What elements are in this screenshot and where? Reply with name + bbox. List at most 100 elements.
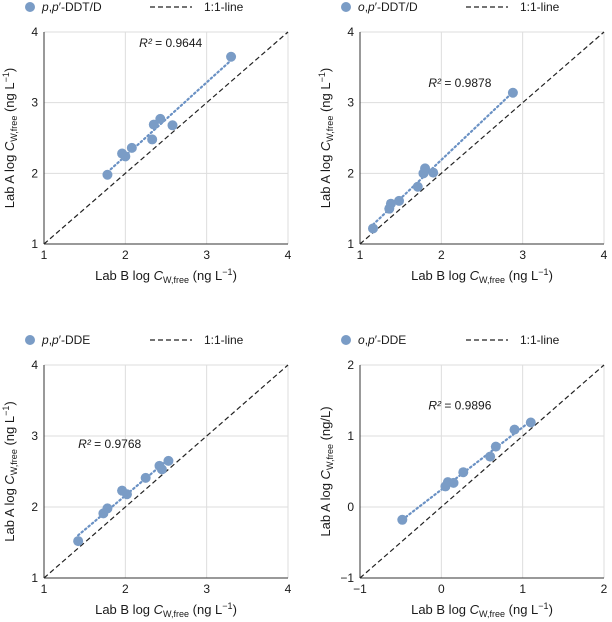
data-point <box>148 119 159 130</box>
legend-marker-icon <box>25 2 35 12</box>
legend-series-label: o,p′-DDT/D <box>358 0 418 14</box>
data-point <box>394 195 405 206</box>
r-squared-value: = 0.9878 <box>441 76 492 90</box>
y-tick-label: 4 <box>347 25 354 39</box>
r-squared-value: = 0.9768 <box>91 437 142 451</box>
r-squared-label: R² = 0.9878 <box>428 76 491 90</box>
x-tick-label: 4 <box>285 248 292 262</box>
data-point <box>420 163 431 174</box>
data-point <box>507 87 518 98</box>
legend-marker-icon <box>25 335 35 345</box>
data-point <box>428 167 439 178</box>
legend: p,p′-DDE 1:1-line <box>25 333 244 347</box>
identity-line <box>359 31 605 245</box>
x-tick-label: 4 <box>601 248 608 262</box>
legend: o,p′-DDE 1:1-line <box>341 333 560 347</box>
data-point <box>126 142 137 153</box>
x-tick-label: 3 <box>203 248 210 262</box>
data-point <box>525 417 536 428</box>
y-tick-label: 2 <box>31 166 38 180</box>
x-tick-label: 0 <box>438 582 445 596</box>
data-point <box>167 120 178 131</box>
r-squared-symbol: R² <box>428 399 442 413</box>
y-axis-title: Lab A log CW,free (ng L−1) <box>1 68 19 208</box>
x-tick-label: 1 <box>41 248 48 262</box>
x-tick-label: 1 <box>357 248 364 262</box>
legend: p,p′-DDT/D 1:1-line <box>25 0 244 14</box>
r-squared-value: = 0.9644 <box>152 36 203 50</box>
data-point <box>485 451 496 462</box>
data-point <box>385 198 396 209</box>
y-tick-label: 4 <box>31 358 38 372</box>
x-axis-title: Lab B log CW,free (ng L−1) <box>95 601 237 619</box>
x-axis-title: Lab B log CW,free (ng L−1) <box>411 267 553 285</box>
x-axis-title: Lab B log CW,free (ng L−1) <box>411 601 553 619</box>
data-point <box>120 151 131 162</box>
data-point <box>147 134 158 145</box>
legend-identity-label: 1:1-line <box>204 333 244 347</box>
legend-identity-label: 1:1-line <box>204 0 244 14</box>
y-axis-title: Lab A log CW,free (ng/L) <box>318 406 335 536</box>
data-point <box>156 464 167 475</box>
chart-panel-bottom-left: 1 2 3 4 1 2 3 4 R² = 0.9768 p,p′-DDE 1:1-line Lab B… <box>1 333 292 619</box>
y-tick-label: 2 <box>31 500 38 514</box>
data-point <box>102 169 113 180</box>
y-tick-label: 3 <box>31 96 38 110</box>
x-axis-title: Lab B log CW,free (ng L−1) <box>95 267 237 285</box>
data-point <box>448 477 459 488</box>
legend-marker-icon <box>341 335 351 345</box>
r-squared-label: R² = 0.9896 <box>428 399 491 413</box>
x-tick-label: 1 <box>41 582 48 596</box>
y-tick-label: 2 <box>347 166 354 180</box>
data-point <box>73 536 84 547</box>
legend-identity-label: 1:1-line <box>520 333 560 347</box>
r-squared-value: = 0.9896 <box>441 399 492 413</box>
y-tick-label: −1 <box>340 571 354 585</box>
data-point <box>226 51 237 62</box>
x-tick-label: 3 <box>203 582 210 596</box>
y-axis-title: Lab A log CW,free (ng L−1) <box>317 68 335 208</box>
x-tick-label: 2 <box>122 248 129 262</box>
legend-marker-icon <box>341 2 351 12</box>
x-tick-label: −1 <box>353 582 367 596</box>
r-squared-label: R² = 0.9768 <box>78 437 141 451</box>
legend-series-label: p,p′-DDE <box>41 333 90 347</box>
y-tick-label: 1 <box>347 429 354 443</box>
r-squared-symbol: R² <box>139 36 153 50</box>
x-tick-label: 2 <box>601 582 608 596</box>
x-tick-label: 4 <box>285 582 292 596</box>
r-squared-symbol: R² <box>78 437 92 451</box>
data-point <box>368 223 379 234</box>
y-tick-label: 1 <box>31 237 38 251</box>
identity-line <box>43 31 289 245</box>
y-tick-label: 1 <box>347 237 354 251</box>
chart-panel-top-right: 1 2 3 4 1 2 3 4 R² = 0.9878 o,p′-DDT/D 1:1-line Lab… <box>317 0 608 285</box>
x-tick-label: 1 <box>519 582 526 596</box>
data-point <box>412 181 423 192</box>
y-tick-label: 3 <box>31 429 38 443</box>
data-point <box>102 503 113 514</box>
data-point <box>155 113 166 124</box>
identity-line <box>359 364 605 579</box>
data-point <box>140 472 151 483</box>
data-point <box>509 424 520 435</box>
legend-series-label: p,p′-DDT/D <box>41 0 102 14</box>
r-squared-symbol: R² <box>428 76 442 90</box>
x-tick-label: 2 <box>122 582 129 596</box>
data-point <box>121 489 132 500</box>
x-tick-label: 3 <box>519 248 526 262</box>
data-point <box>458 467 469 478</box>
legend: o,p′-DDT/D 1:1-line <box>341 0 560 14</box>
data-point <box>397 514 408 525</box>
chart-panel-top-left: 1 2 3 4 1 2 3 4 R² = 0.9644 p,p′-DDT/D 1:1-line Lab… <box>1 0 292 285</box>
chart-panel-bottom-right: −1 0 1 2 −1 0 1 2 R² = 0.9896 o,p′-DDE 1:1-line Lab… <box>318 333 608 619</box>
y-tick-label: 3 <box>347 96 354 110</box>
r-squared-label: R² = 0.9644 <box>139 36 202 50</box>
y-tick-label: 1 <box>31 571 38 585</box>
x-tick-label: 2 <box>438 248 445 262</box>
y-tick-label: 4 <box>31 25 38 39</box>
y-axis-title: Lab A log CW,free (ng L−1) <box>1 401 19 541</box>
legend-series-label: o,p′-DDE <box>358 333 406 347</box>
legend-identity-label: 1:1-line <box>520 0 560 14</box>
